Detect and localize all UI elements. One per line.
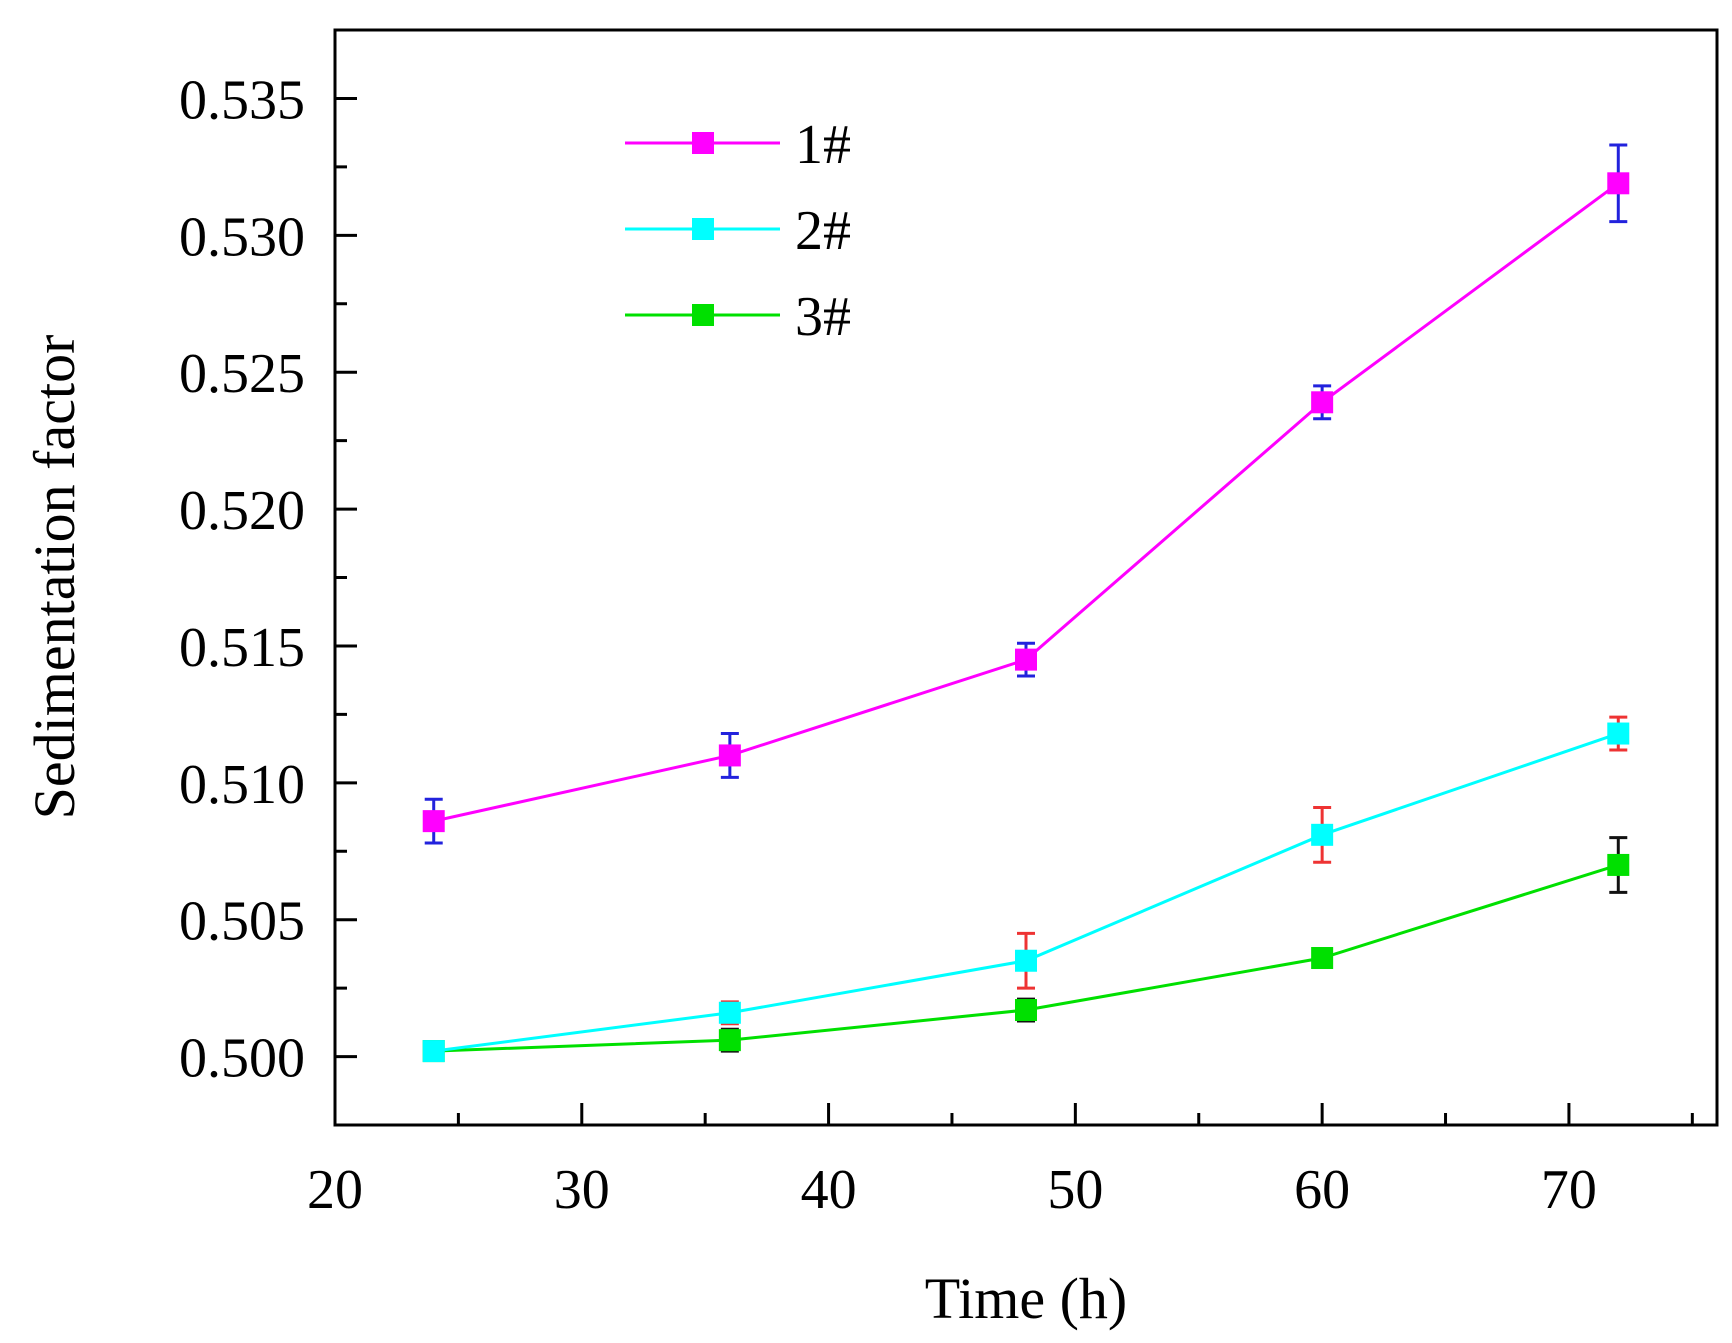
x-tick-label: 40 [801,1159,857,1221]
y-axis-label: Sedimentation factor [22,335,87,820]
data-point [1015,648,1037,671]
y-tick-label: 0.535 [179,69,305,131]
legend-entry-3: 3# [625,286,851,348]
legend-entry-1: 1# [625,114,851,176]
series-line [433,182,1620,823]
data-point [1311,391,1334,414]
y-tick-label: 0.505 [179,891,305,953]
data-point [718,744,741,767]
data-point [1015,949,1037,972]
x-tick-label: 50 [1047,1159,1103,1221]
data-point [1311,947,1334,970]
x-tick-label: 60 [1294,1159,1350,1221]
legend-label: 3# [795,286,851,348]
data-point [1311,823,1334,846]
legend-marker [692,132,714,154]
legend-marker [692,304,714,326]
y-tick-label: 0.510 [179,754,305,816]
x-tick-label: 30 [554,1159,610,1221]
series-1 [422,143,1630,845]
y-tick-label: 0.500 [179,1028,305,1090]
y-tick-label: 0.530 [179,206,305,268]
legend-marker [692,218,714,240]
x-tick-label: 70 [1541,1159,1597,1221]
series-layer [422,143,1630,1063]
data-point [422,1040,445,1063]
data-point [422,810,445,833]
x-tick-label: 20 [307,1159,363,1221]
legend-entry-2: 2# [625,200,851,262]
data-point [718,1029,741,1052]
x-axis-label: Time (h) [925,1266,1128,1331]
y-tick-label: 0.525 [179,343,305,405]
data-point [1015,999,1037,1022]
y-tick-label: 0.515 [179,617,305,679]
axis-ticks: 20 30 40 50 60 70 0.500 0.505 0.510 0.515 0.520 0.5… [179,69,1694,1221]
data-point [1607,853,1630,876]
data-point [718,1001,741,1024]
data-point [1607,172,1630,195]
data-point [1607,722,1630,745]
legend-label: 2# [795,200,851,262]
legend: 1# 2# 3# [625,114,851,348]
y-tick-label: 0.520 [179,480,305,542]
series-2 [422,715,1630,1063]
legend-label: 1# [795,114,851,176]
